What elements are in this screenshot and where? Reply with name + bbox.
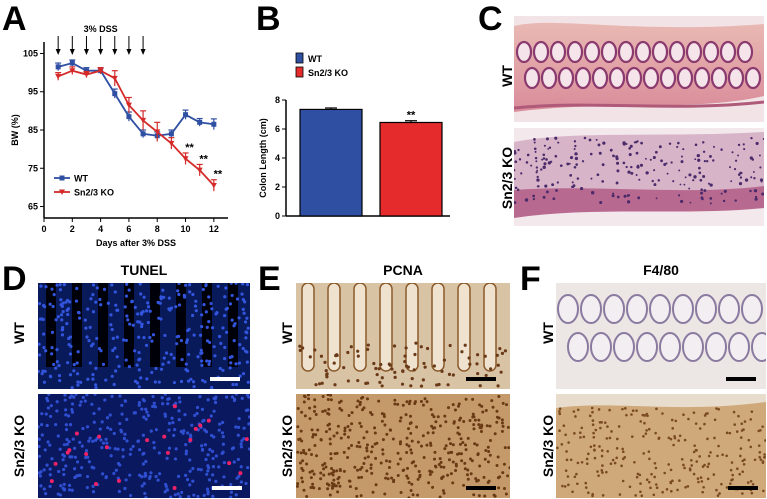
he-stain-wt-image — [514, 16, 764, 122]
scale-bar — [466, 377, 496, 381]
y-tick-label: 2 — [275, 182, 280, 192]
y-axis-label: BW (%) — [10, 114, 20, 146]
data-point — [196, 167, 203, 174]
x-tick-label: 4 — [98, 224, 103, 234]
panel-letter-e: E — [258, 260, 281, 298]
significance-marker: ** — [199, 153, 208, 165]
pcna-ko-image — [296, 394, 510, 498]
y-tick-label: 85 — [28, 125, 38, 135]
x-tick-label: 12 — [209, 224, 219, 234]
bar-1 — [379, 121, 443, 217]
data-point — [69, 60, 75, 66]
data-point — [83, 72, 90, 78]
bar-0 — [299, 108, 363, 217]
dss-arrowhead — [55, 49, 61, 55]
data-point — [182, 156, 189, 162]
data-point — [140, 117, 147, 124]
legend-label: Sn2/3 KO — [74, 188, 114, 198]
x-tick-label: 0 — [41, 224, 46, 234]
tunel-wt-image — [38, 283, 250, 389]
scale-bar — [728, 486, 758, 490]
legend-label: WT — [74, 174, 88, 184]
legend-marker — [59, 189, 65, 195]
legend-label: Sn2/3 KO — [308, 68, 348, 78]
legend-label: WT — [308, 54, 322, 64]
colon-length-bar-chart: 0 2 4 6 8 Colon Length (cm) ** WT Sn2/3 KO — [258, 52, 450, 221]
panel-d-row-label-ko: Sn2/3 KO — [11, 414, 27, 478]
y-tick-label: 8 — [275, 95, 280, 105]
data-point — [55, 73, 62, 80]
dss-arrowhead — [98, 49, 104, 55]
dss-annotation: 3% DSS — [84, 24, 118, 34]
data-point — [55, 64, 61, 70]
x-tick-label: 6 — [126, 224, 131, 234]
y-tick-label: 75 — [28, 163, 38, 173]
panel-e-row-label-ko: Sn2/3 KO — [279, 414, 295, 478]
data-point — [112, 91, 118, 97]
data-point — [183, 112, 189, 118]
panel-f-title: F4/80 — [643, 262, 679, 278]
f480-ko-image — [556, 394, 766, 498]
panel-letter-f: F — [520, 260, 541, 298]
data-point — [125, 102, 132, 109]
panel-f-row-label-wt: WT — [540, 322, 556, 344]
y-tick-label: 105 — [23, 48, 38, 58]
data-point — [97, 68, 104, 74]
significance-marker: ** — [407, 110, 416, 122]
pcna-wt-image — [296, 283, 510, 389]
dss-arrowhead — [112, 49, 118, 55]
data-point — [111, 75, 118, 82]
x-axis-label: Days after 3% DSS — [96, 238, 176, 248]
tunel-ko-image — [38, 394, 250, 498]
panel-e-row-label-wt: WT — [279, 322, 295, 344]
data-point — [140, 131, 146, 137]
body-weight-line-chart: 65 75 85 95 105 0 2 4 6 8 10 12 Days after 3% DSS BW … — [10, 24, 228, 248]
scale-bar — [212, 486, 242, 490]
y-tick-label: 4 — [275, 153, 280, 163]
panel-d-row-label-wt: WT — [11, 322, 27, 344]
y-tick-label: 0 — [275, 211, 280, 221]
legend-marker — [59, 175, 65, 181]
y-tick-label: 95 — [28, 87, 38, 97]
significance-marker: ** — [214, 169, 223, 181]
data-point — [69, 68, 76, 74]
panel-letter-a: A — [2, 0, 27, 38]
panel-f-row-label-ko: Sn2/3 KO — [540, 414, 556, 478]
f480-wt-image — [556, 283, 766, 389]
scale-bar — [726, 377, 756, 381]
legend-swatch — [295, 52, 304, 64]
significance-marker: ** — [185, 142, 194, 154]
dss-arrowhead — [140, 49, 146, 55]
x-tick-label: 2 — [70, 224, 75, 234]
panel-letter-b: B — [256, 0, 281, 38]
data-point — [210, 182, 217, 189]
x-tick-label: 10 — [181, 224, 191, 234]
scale-bar — [210, 377, 240, 381]
dss-arrowhead — [69, 49, 75, 55]
dss-arrowhead — [126, 49, 132, 55]
data-point — [154, 129, 161, 135]
panel-letter-c: C — [478, 0, 503, 38]
data-point — [126, 114, 132, 120]
panel-letter-d: D — [2, 260, 27, 298]
panel-d-title: TUNEL — [120, 262, 168, 278]
data-point — [211, 121, 217, 127]
data-point — [168, 131, 174, 137]
scale-bar — [466, 486, 496, 490]
panel-c-row-label-ko: Sn2/3 KO — [499, 146, 515, 210]
x-tick-label: 8 — [155, 224, 160, 234]
y-axis-label: Colon Length (cm) — [258, 118, 268, 198]
data-point — [197, 119, 203, 125]
y-tick-label: 6 — [275, 124, 280, 134]
data-point — [168, 140, 175, 147]
data-point — [83, 68, 89, 74]
panel-e-title: PCNA — [383, 262, 423, 278]
series-line-1 — [57, 69, 215, 187]
he-stain-ko-image — [514, 128, 764, 226]
panel-c-row-label-wt: WT — [499, 65, 515, 87]
legend-swatch — [295, 66, 304, 78]
dss-arrowhead — [83, 49, 89, 55]
y-tick-label: 65 — [28, 202, 38, 212]
